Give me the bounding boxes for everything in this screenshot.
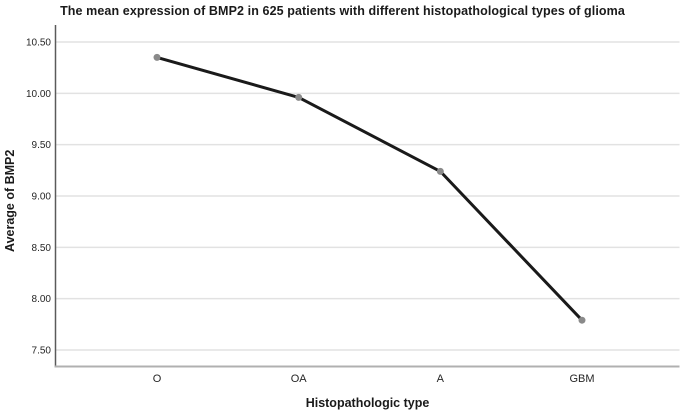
- chart-title: The mean expression of BMP2 in 625 patie…: [60, 4, 625, 18]
- y-tick-label: 9.50: [32, 140, 52, 151]
- data-point: [578, 316, 586, 324]
- y-tick-label: 10.50: [26, 38, 51, 49]
- data-point: [436, 167, 444, 175]
- data-point: [153, 53, 161, 61]
- y-tick-label: 10.00: [26, 89, 51, 100]
- y-tick-label: 8.00: [32, 294, 52, 305]
- x-tick-label: O: [153, 373, 162, 385]
- y-tick-label: 8.50: [32, 243, 52, 254]
- data-point: [295, 93, 303, 101]
- x-tick-label: GBM: [569, 373, 594, 385]
- y-tick-label: 9.00: [32, 192, 52, 203]
- y-tick-label: 7.50: [32, 346, 52, 357]
- x-axis-title: Histopathologic type: [305, 396, 430, 410]
- data-line: [155, 55, 584, 322]
- x-tick-label: A: [437, 373, 445, 385]
- x-tick-label: OA: [291, 373, 308, 385]
